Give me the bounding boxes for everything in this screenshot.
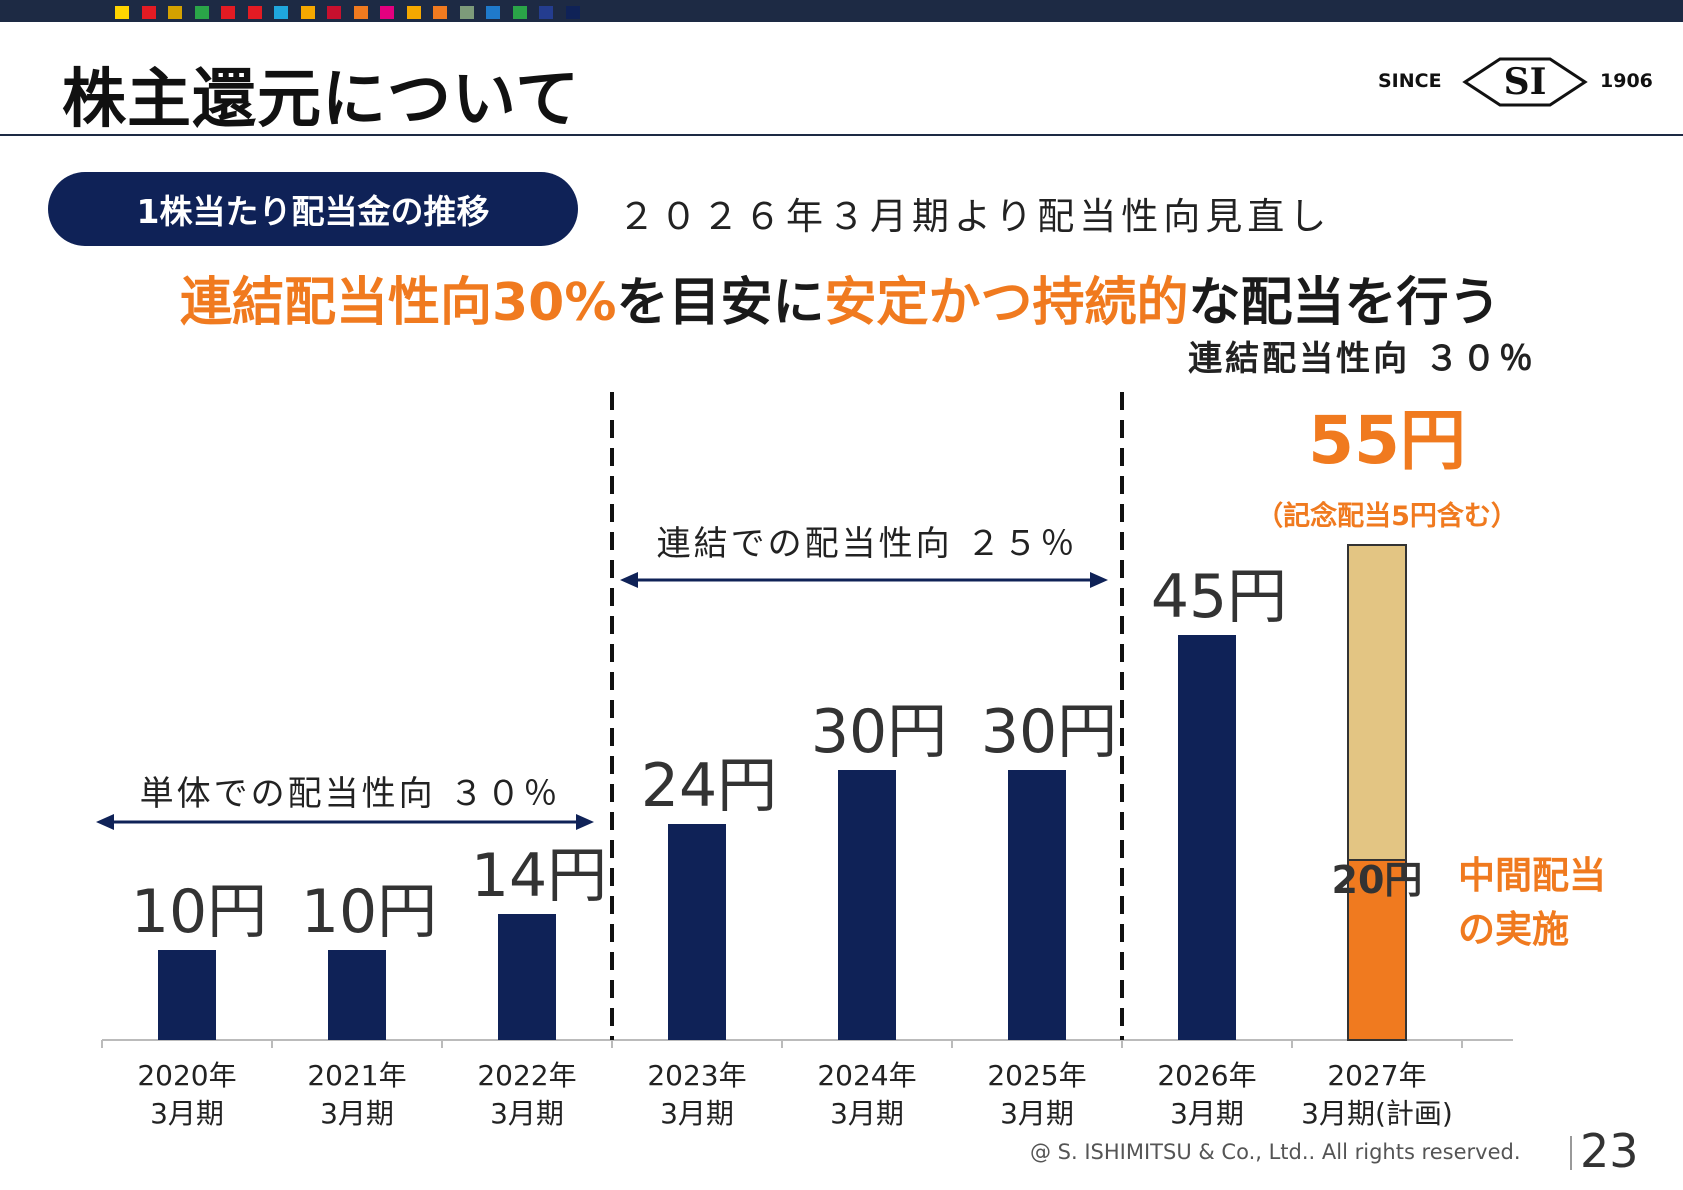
headline-part-2: を目安に [616, 273, 825, 333]
bar [158, 950, 216, 1040]
headline-part-4: な配当を行う [1188, 273, 1501, 333]
page-title: 株主還元について [62, 63, 581, 137]
color-swatch [459, 6, 474, 19]
color-swatch [115, 6, 129, 19]
x-tick-label-year: 2022年 [477, 1059, 576, 1092]
color-swatch [141, 6, 156, 19]
headline-part-1: 連結配当性向30% [180, 273, 617, 333]
headline-part-3: 安定かつ持続的 [824, 273, 1189, 333]
x-tick-label-period: 3月期 [320, 1097, 394, 1130]
data-label-note: （記念配当5円含む） [1256, 500, 1518, 532]
x-tick-label-period: 3月期 [490, 1097, 564, 1130]
color-swatch [168, 6, 182, 19]
x-tick-label-year: 2026年 [1157, 1059, 1256, 1092]
annotation-label: 連結での配当性向 ２５％ [657, 524, 1078, 564]
color-swatch [380, 6, 394, 19]
color-swatch [486, 6, 500, 19]
color-swatch [353, 6, 368, 19]
logo-since: SINCE [1378, 70, 1442, 92]
annotation-arrow-2-head-right [1090, 572, 1108, 588]
interim-note-line-1: 中間配当 [1458, 854, 1606, 897]
x-tick-label-year: 2020年 [137, 1059, 236, 1092]
x-tick-label-period: 3月期 [660, 1097, 734, 1130]
color-swatch [274, 6, 288, 19]
bar [668, 824, 726, 1040]
color-swatch [221, 6, 235, 19]
data-label: 10円 [131, 877, 267, 947]
bar [498, 914, 556, 1040]
section-pill: 1株当たり配当金の推移 [48, 172, 578, 246]
top-bar [0, 0, 1683, 22]
annotation-label: 連結配当性向 ３０％ [1188, 339, 1536, 379]
data-label: 10円 [301, 877, 437, 947]
color-swatch [565, 6, 580, 19]
color-swatch [300, 6, 315, 19]
color-swatch [194, 6, 209, 19]
x-tick-label-period: 3月期 [1170, 1097, 1244, 1130]
x-tick-label-period: 3月期 [1000, 1097, 1074, 1130]
bar [1178, 635, 1236, 1040]
data-label: 30円 [981, 697, 1117, 767]
x-tick-label-year: 2025年 [987, 1059, 1086, 1092]
data-label-interim: 20円 [1332, 858, 1423, 902]
color-swatch [406, 6, 421, 19]
bar-year-end [1347, 544, 1407, 861]
data-label: 45円 [1151, 562, 1287, 632]
x-tick-label-period: 3月期 [150, 1097, 224, 1130]
data-label: 14円 [471, 841, 607, 911]
annotation-arrow-1-head-right [576, 814, 594, 830]
subtitle: ２０２６年３月期より配当性向見直し [618, 195, 1332, 238]
copyright-footer: @ S. ISHIMITSU & Co., Ltd.. All rights r… [1030, 1140, 1521, 1164]
color-swatch [539, 6, 553, 19]
color-swatch [433, 6, 447, 19]
company-logo: SINCE SI 1906 [1378, 56, 1658, 108]
bar-interim [1347, 859, 1407, 1041]
header-divider [0, 134, 1683, 136]
x-tick-label-year: 2021年 [307, 1059, 406, 1092]
logo-diamond-icon: SI [1462, 57, 1588, 107]
x-tick-label-year: 2023年 [647, 1059, 746, 1092]
logo-mark: SI [1504, 61, 1547, 103]
headline: 連結配当性向30%を目安に安定かつ持続的な配当を行う [180, 260, 1501, 335]
annotation-arrow-2-head-left [620, 572, 638, 588]
x-tick-label-year: 2027年 [1327, 1059, 1426, 1092]
data-label-total: 55円 [1308, 402, 1466, 479]
page-number: 23 [1580, 1124, 1639, 1178]
x-tick-label-period: 3月期(計画) [1301, 1097, 1453, 1130]
data-label: 30円 [811, 697, 947, 767]
annotation-arrow-1-head-left [96, 814, 114, 830]
annotation-label: 単体での配当性向 ３０％ [140, 774, 561, 814]
bar [1008, 770, 1066, 1040]
interim-note-line-2: の実施 [1458, 908, 1569, 951]
logo-year: 1906 [1600, 70, 1653, 92]
bar [328, 950, 386, 1040]
color-swatch [512, 6, 527, 19]
page-number-divider [1570, 1136, 1572, 1170]
color-swatch [247, 6, 262, 19]
x-tick-label-year: 2024年 [817, 1059, 916, 1092]
bar [838, 770, 896, 1040]
x-tick-label-period: 3月期 [830, 1097, 904, 1130]
data-label: 24円 [641, 751, 777, 821]
color-swatch [327, 6, 341, 19]
